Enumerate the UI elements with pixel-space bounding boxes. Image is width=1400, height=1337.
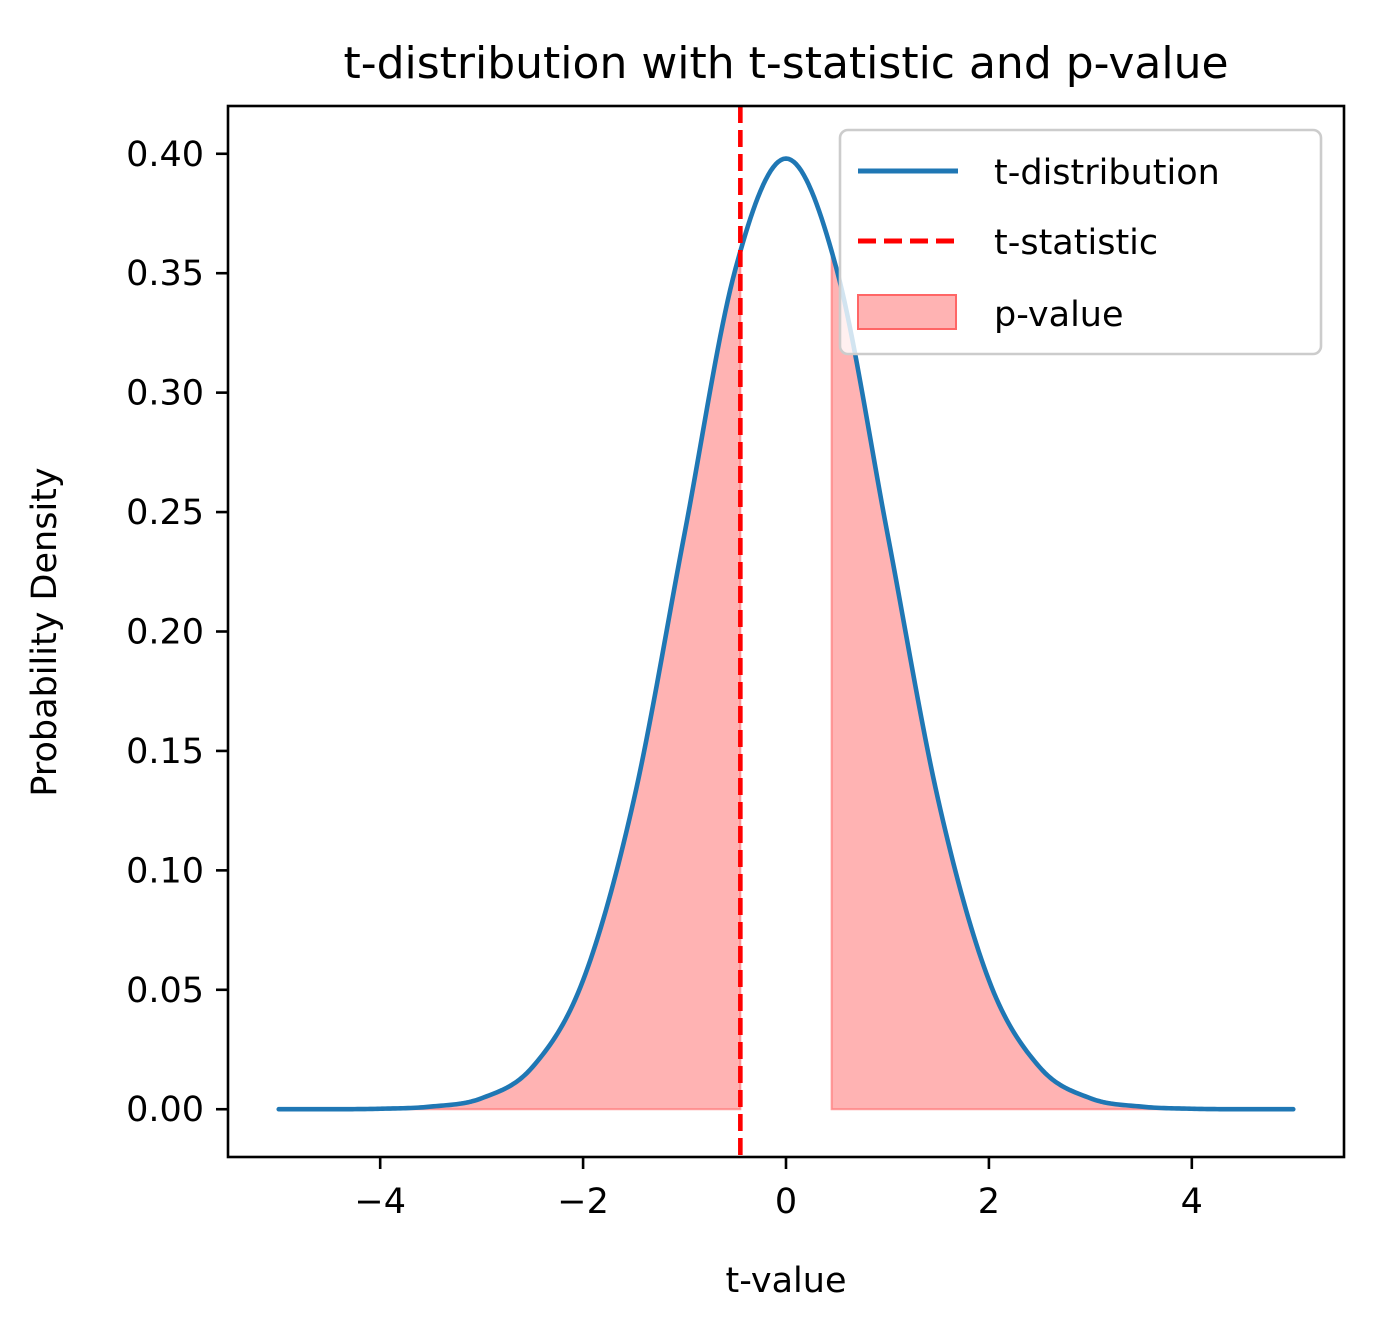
y-tick-label: 0.30 [126, 374, 204, 414]
y-tick-label: 0.20 [126, 613, 204, 653]
y-tick-label: 0.05 [126, 971, 204, 1011]
y-tick-label: 0.25 [126, 493, 204, 533]
legend-t-statistic-label: t-statistic [994, 223, 1158, 263]
y-tick-label: 0.40 [126, 135, 204, 175]
chart-title: t-distribution with t-statistic and p-va… [343, 38, 1228, 89]
legend-t-distribution-label: t-distribution [994, 153, 1220, 193]
legend-p-value-swatch [857, 294, 957, 330]
y-tick-label: 0.00 [126, 1090, 204, 1130]
legend: t-distribution t-statistic p-value [838, 128, 1323, 356]
x-tick-label: 2 [978, 1182, 1000, 1222]
y-tick-label: 0.15 [126, 732, 204, 772]
p-value-region-left [278, 251, 742, 1111]
legend-box [838, 128, 1323, 356]
t-distribution-line [276, 156, 1296, 1112]
t-distribution-layer [276, 156, 1296, 1112]
y-tick-label: 0.35 [126, 254, 204, 294]
legend-p-value-label: p-value [994, 295, 1124, 335]
x-tick-label: 4 [1181, 1182, 1203, 1222]
x-tick-label: −2 [557, 1182, 609, 1222]
x-ticks: −4 −2 0 2 4 [354, 1157, 1203, 1222]
p-value-region-right [830, 251, 1294, 1111]
y-ticks: 0.00 0.05 0.10 0.15 0.20 0.25 0.30 0.35 0.40 [126, 135, 228, 1130]
y-tick-label: 0.10 [126, 851, 204, 891]
y-axis-label: Probability Density [25, 467, 65, 796]
x-tick-label: 0 [775, 1182, 797, 1222]
p-value-fill-layer [278, 251, 1294, 1111]
x-axis-label: t-value [725, 1261, 846, 1301]
x-tick-label: −4 [354, 1182, 406, 1222]
